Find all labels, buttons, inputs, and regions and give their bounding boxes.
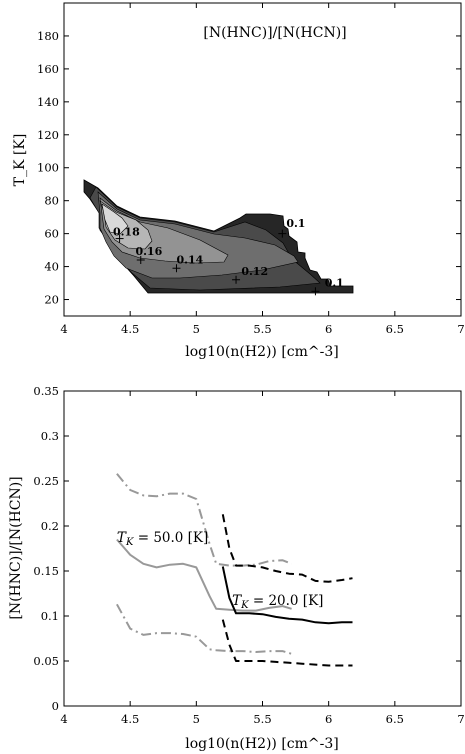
contour-y-tick-label: 140: [37, 95, 59, 109]
contour-level-label: 0.16: [135, 245, 162, 258]
contour-marker: [232, 275, 241, 284]
contour-x-ticks: 4 4.5 5 5.5 6 6.5 7: [60, 3, 465, 336]
contour-x-tick-label: 7: [457, 322, 464, 336]
line-chart: TK = 50.0 [K] TK = 20.0 [K] 4 4.5 5 5.5 6 6.5 7…: [8, 384, 465, 752]
contour-y-tick-label: 40: [44, 260, 59, 274]
line-series-3: [221, 566, 353, 625]
contour-marker: [278, 229, 287, 238]
line-y-tick-label: 0.15: [33, 564, 59, 578]
line-y-tick-label: 0.2: [41, 519, 59, 533]
line-x-tick-label: 5: [193, 712, 200, 726]
line-series-1: [116, 473, 292, 567]
contour-y-tick-label: 160: [37, 62, 59, 76]
contour-y-tick-label: 60: [44, 227, 59, 241]
contour-y-tick-label: 20: [44, 293, 59, 307]
contour-level-label: 0.1: [325, 276, 344, 289]
contour-y-ticks: 20 40 60 80 100 120 140 160 180: [37, 29, 461, 307]
contour-level-label: 0.18: [113, 225, 140, 238]
line-y-tick-label: 0.35: [33, 384, 59, 398]
contour-markers: [115, 229, 320, 296]
contour-level-label: 0.12: [241, 265, 268, 278]
contour-level-label: 0.14: [176, 253, 203, 266]
line-x-tick-label: 6: [325, 712, 332, 726]
contour-chart-title: [N(HNC)]/[N(HCN)]: [203, 25, 346, 41]
line-series-group: [116, 473, 353, 667]
line-y-axis-label: [N(HNC)]/[N(HCN)]: [8, 476, 24, 619]
temperature-annotation: TK = 50.0 [K]: [117, 530, 208, 548]
line-y-tick-label: 0.3: [41, 429, 59, 443]
contour-y-axis-label: T_K [K]: [12, 134, 28, 187]
contour-marker: [136, 255, 145, 264]
contour-region-gt0.18: [101, 203, 129, 235]
contour-marker: [311, 287, 320, 296]
contour-x-tick-label: 5: [193, 322, 200, 336]
line-x-axis-label: log10(n(H2)) [cm^-3]: [185, 736, 339, 752]
contour-marker: [172, 264, 181, 273]
line-y-tick-label: 0.1: [41, 609, 59, 623]
contour-chart: 0.180.160.140.120.10.1 4 4.5 5 5.5 6 6.5 7 204…: [12, 2, 465, 360]
line-x-tick-label: 5.5: [253, 712, 271, 726]
contour-x-tick-label: 6.5: [386, 322, 404, 336]
line-x-tick-label: 4: [60, 712, 67, 726]
line-x-tick-label: 7: [457, 712, 464, 726]
contour-y-tick-label: 120: [37, 128, 59, 142]
contour-x-tick-label: 6: [325, 322, 332, 336]
line-x-tick-label: 4.5: [121, 712, 139, 726]
contour-x-tick-label: 4: [60, 322, 67, 336]
line-annotations: TK = 50.0 [K] TK = 20.0 [K]: [117, 530, 324, 611]
line-plot-frame: [63, 390, 462, 707]
contour-regions: [83, 179, 354, 294]
line-y-tick-label: 0.25: [33, 474, 59, 488]
line-series-0: [116, 538, 292, 612]
contour-x-axis-label: log10(n(H2)) [cm^-3]: [185, 344, 339, 360]
line-series-2: [116, 603, 292, 655]
contour-level-label: 0.1: [286, 217, 305, 230]
contour-y-tick-label: 80: [44, 194, 59, 208]
contour-marker: [115, 234, 124, 243]
contour-x-tick-label: 4.5: [121, 322, 139, 336]
contour-x-tick-label: 5.5: [253, 322, 271, 336]
line-series-4: [221, 514, 353, 583]
line-x-tick-label: 6.5: [386, 712, 404, 726]
line-y-tick-label: 0: [52, 699, 59, 713]
line-x-ticks: 4 4.5 5 5.5 6 6.5 7: [60, 391, 465, 726]
contour-y-tick-label: 100: [37, 161, 59, 175]
line-y-tick-label: 0.05: [33, 654, 59, 668]
line-series-5: [221, 619, 353, 667]
contour-labels: 0.18 0.16 0.14 0.12 0.1 0.1: [113, 217, 344, 289]
temperature-annotation: TK = 20.0 [K]: [232, 593, 323, 611]
contour-y-tick-label: 180: [37, 29, 59, 43]
line-y-ticks: 0 0.05 0.1 0.15 0.2 0.25 0.3 0.35: [33, 384, 461, 713]
